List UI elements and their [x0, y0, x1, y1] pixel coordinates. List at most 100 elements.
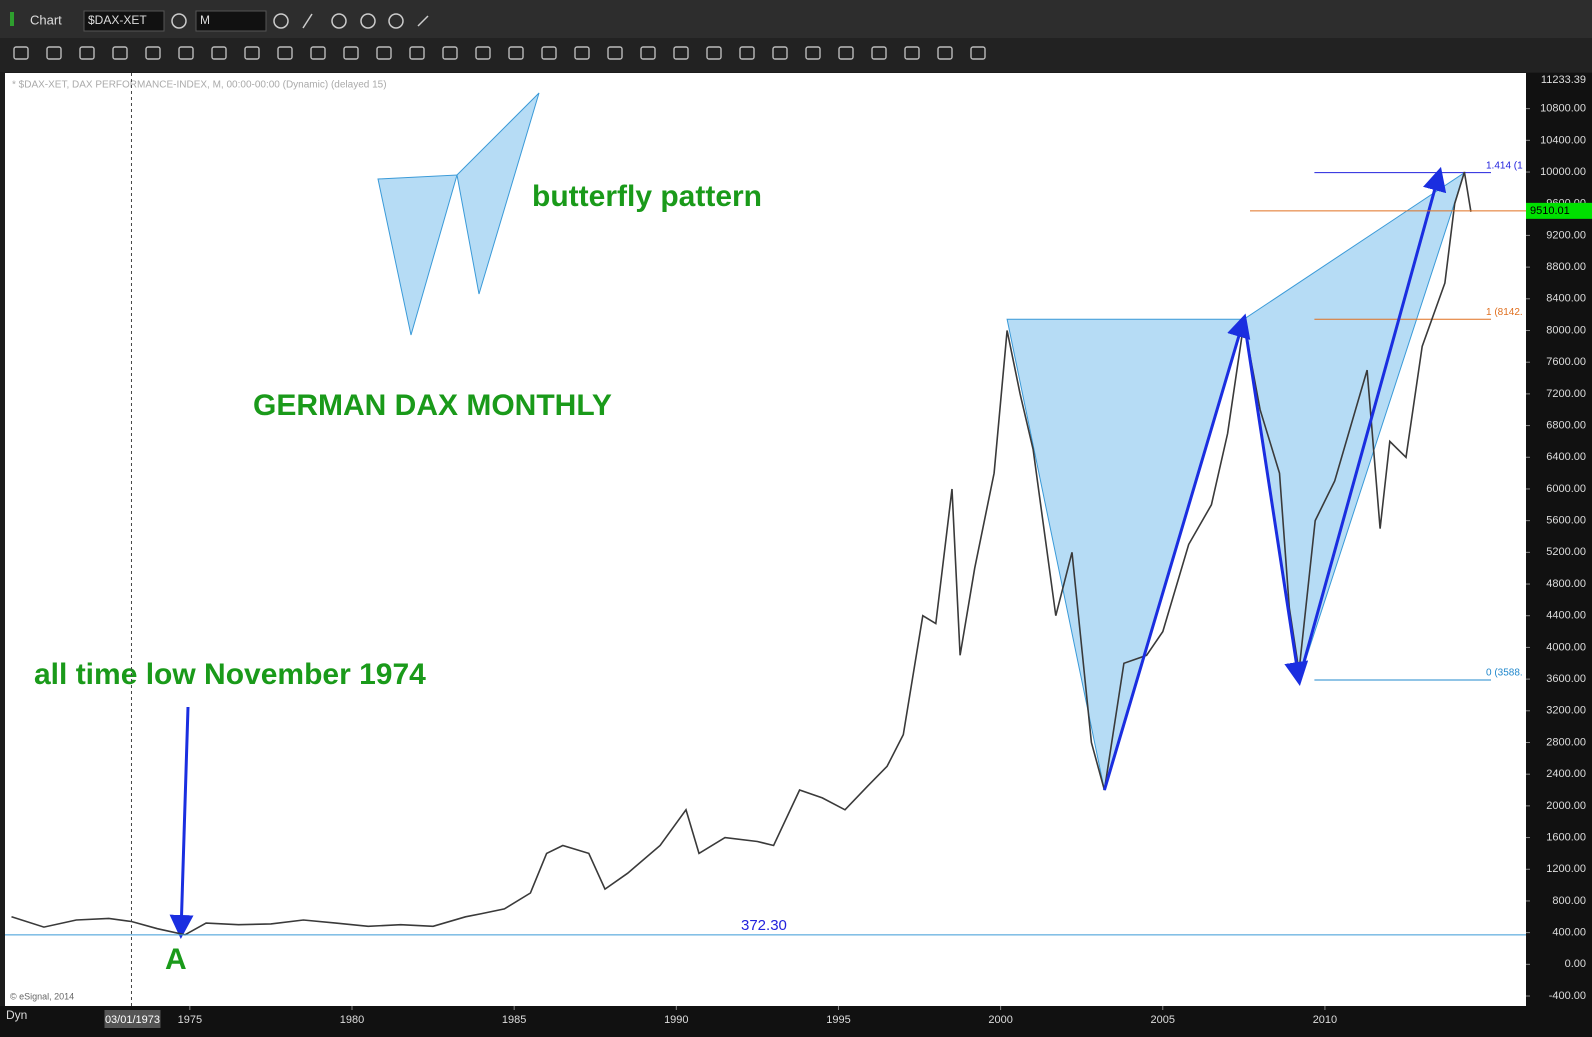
drawing-tools[interactable] [13, 46, 986, 60]
y-tick-label: 7200.00 [1546, 388, 1586, 400]
interval-box[interactable] [195, 10, 267, 32]
x-tick-label: 1995 [826, 1014, 850, 1026]
x-tick-label: 1990 [664, 1014, 688, 1026]
fib-label: 1 (8142. [1486, 307, 1523, 318]
tool-icon[interactable] [277, 46, 293, 60]
annotation: GERMAN DAX MONTHLY [253, 389, 612, 422]
tool-icon[interactable] [145, 46, 161, 60]
y-tick-label: 2400.00 [1546, 768, 1586, 780]
tool-icon[interactable] [673, 46, 689, 60]
y-tick-label: 2800.00 [1546, 736, 1586, 748]
tool-icon[interactable] [79, 46, 95, 60]
tool-icon[interactable] [442, 46, 458, 60]
symbol-box[interactable] [83, 10, 165, 32]
tool-icon[interactable] [178, 46, 194, 60]
y-tick-label: 4400.00 [1546, 610, 1586, 622]
annotation: all time low November 1974 [34, 658, 426, 691]
y-tick-label: 9200.00 [1546, 229, 1586, 241]
tool-icon[interactable] [244, 46, 260, 60]
y-tick-label: 10400.00 [1540, 134, 1586, 146]
tool-icon[interactable] [640, 46, 656, 60]
y-tick-label: 1200.00 [1546, 863, 1586, 875]
tool-icon[interactable] [13, 46, 29, 60]
cursor-label-bg [104, 1010, 161, 1028]
x-tick-label: 2010 [1313, 1014, 1337, 1026]
tool-icon[interactable] [739, 46, 755, 60]
cursor-label: 03/01/1973 [105, 1014, 160, 1026]
annotation: A [165, 943, 187, 976]
butterfly-icon [456, 92, 540, 295]
last-price: 9510.01 [1530, 205, 1570, 217]
chart-header: * $DAX-XET, DAX PERFORMANCE-INDEX, M, 00… [12, 80, 387, 91]
x-tick-label: 1975 [178, 1014, 202, 1026]
interval[interactable]: M [200, 13, 210, 27]
tool-icon[interactable] [937, 46, 953, 60]
last-price-tag [1526, 202, 1592, 219]
tool-icon[interactable] [871, 46, 887, 60]
y-tick-label: 6400.00 [1546, 451, 1586, 463]
y-tick-label: 8000.00 [1546, 324, 1586, 336]
tool-icon[interactable] [574, 46, 590, 60]
y-tick-label: 4800.00 [1546, 578, 1586, 590]
time-axis [0, 1006, 1592, 1032]
tool-icon[interactable] [541, 46, 557, 60]
x-tick-label: 2000 [988, 1014, 1012, 1026]
butterfly-icon [377, 174, 458, 336]
y-tick-label: 800.00 [1552, 895, 1586, 907]
low-arrow [169, 706, 194, 939]
y-tick-label: 1600.00 [1546, 831, 1586, 843]
y-tick-label: 8800.00 [1546, 261, 1586, 273]
y-tick-label: 10800.00 [1540, 103, 1586, 115]
y-tick-label: 0.00 [1565, 958, 1586, 970]
y-tick-label: 5200.00 [1546, 546, 1586, 558]
x-tick-label: 1985 [502, 1014, 526, 1026]
tool-icon[interactable] [706, 46, 722, 60]
mode[interactable]: Dyn [6, 1008, 27, 1022]
y-tick-label: 6800.00 [1546, 419, 1586, 431]
y-tick-label: 5600.00 [1546, 515, 1586, 527]
symbol[interactable]: $DAX-XET [88, 13, 147, 27]
leg-arrow [1242, 319, 1309, 686]
x-tick-label: 1980 [340, 1014, 364, 1026]
price-axis [1526, 73, 1592, 1032]
tool-icon[interactable] [475, 46, 491, 60]
y-tick-label: 10000.00 [1540, 166, 1586, 178]
tool-icon[interactable] [838, 46, 854, 60]
y-tick-label: -400.00 [1549, 990, 1586, 1002]
tool-icon[interactable] [112, 46, 128, 60]
toolbar [0, 38, 1592, 72]
tool-icon[interactable] [310, 46, 326, 60]
tool-icon[interactable] [904, 46, 920, 60]
tool-icon[interactable] [805, 46, 821, 60]
tool-icon[interactable] [508, 46, 524, 60]
chart-icon [10, 12, 14, 26]
low-line-label: 372.30 [741, 917, 787, 934]
y-tick-label: 2000.00 [1546, 800, 1586, 812]
title-tools[interactable] [171, 13, 429, 29]
x-tick-label: 2005 [1151, 1014, 1175, 1026]
y-tick-label: 7600.00 [1546, 356, 1586, 368]
tool-icon[interactable] [970, 46, 986, 60]
annotation: butterfly pattern [532, 180, 762, 213]
top-price: 11233.39 [1541, 74, 1586, 86]
tool-icon[interactable] [46, 46, 62, 60]
tool-icon[interactable] [772, 46, 788, 60]
tool-icon[interactable] [343, 46, 359, 60]
tool-icon[interactable] [376, 46, 392, 60]
y-tick-label: 6000.00 [1546, 483, 1586, 495]
y-tick-label: 3600.00 [1546, 673, 1586, 685]
tool-icon[interactable] [409, 46, 425, 60]
window-title: Chart [30, 12, 62, 27]
leg-arrow [1297, 166, 1447, 681]
leg-arrow [1102, 313, 1251, 791]
y-tick-label: 400.00 [1552, 927, 1586, 939]
fib-label: 0 (3588. [1486, 668, 1523, 679]
y-tick-label: 3200.00 [1546, 705, 1586, 717]
copyright: © eSignal, 2014 [10, 991, 74, 1001]
tool-icon[interactable] [607, 46, 623, 60]
plot-area [5, 73, 1526, 1006]
tool-icon[interactable] [211, 46, 227, 60]
y-tick-label: 8400.00 [1546, 293, 1586, 305]
